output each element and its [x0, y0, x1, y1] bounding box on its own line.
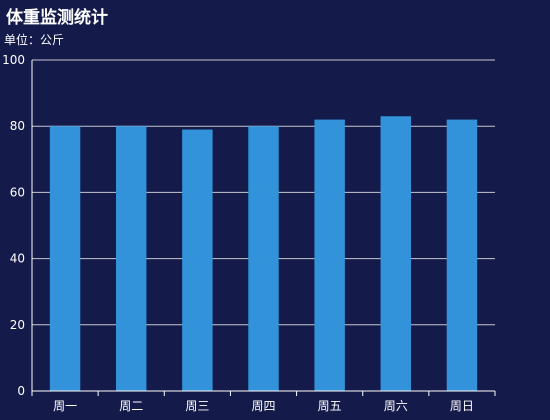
bar	[446, 119, 478, 391]
x-tick-label: 周日	[450, 399, 474, 413]
x-tick-label: 周五	[318, 399, 342, 413]
bar	[116, 126, 147, 391]
chart-title: 体重监测统计	[6, 8, 108, 28]
x-tick-label: 周二	[119, 399, 143, 413]
y-tick-label: 60	[10, 185, 25, 199]
bar	[248, 126, 279, 391]
y-axis: 0 20 40 60 80 100	[2, 53, 33, 398]
bar-series	[49, 116, 478, 392]
x-tick-label: 周四	[251, 399, 275, 413]
bar	[380, 116, 411, 392]
x-tick-label: 周六	[384, 399, 408, 413]
chart-subtitle: 单位：公斤	[4, 33, 65, 47]
bar	[182, 129, 213, 391]
y-tick-label: 0	[17, 384, 25, 398]
y-tick-label: 40	[10, 252, 25, 266]
bar	[49, 126, 81, 391]
y-tick-label: 80	[10, 119, 25, 133]
y-tick-label: 20	[10, 318, 25, 332]
x-tick-label: 周三	[185, 399, 209, 413]
y-tick-label: 100	[2, 53, 25, 67]
x-axis: 周一 周二 周三 周四 周五 周六 周日	[31, 390, 496, 413]
x-tick-label: 周一	[53, 399, 77, 413]
bar	[314, 119, 345, 391]
